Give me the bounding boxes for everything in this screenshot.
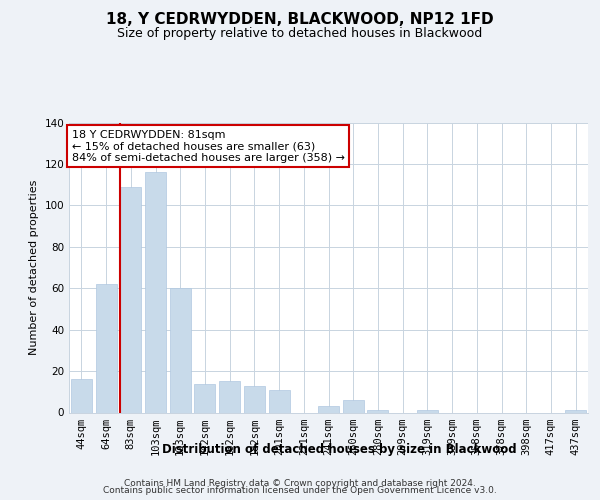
Text: Size of property relative to detached houses in Blackwood: Size of property relative to detached ho…	[118, 28, 482, 40]
Bar	[120, 186, 141, 412]
Bar	[367, 410, 388, 412]
Bar	[318, 406, 339, 412]
Bar	[71, 380, 92, 412]
Bar	[565, 410, 586, 412]
Bar	[219, 382, 240, 412]
Bar	[170, 288, 191, 412]
Text: Contains HM Land Registry data © Crown copyright and database right 2024.: Contains HM Land Registry data © Crown c…	[124, 478, 476, 488]
Text: Distribution of detached houses by size in Blackwood: Distribution of detached houses by size …	[161, 444, 517, 456]
Bar	[343, 400, 364, 412]
Bar	[95, 284, 116, 412]
Text: Contains public sector information licensed under the Open Government Licence v3: Contains public sector information licen…	[103, 486, 497, 495]
Bar	[145, 172, 166, 412]
Bar	[194, 384, 215, 412]
Bar	[417, 410, 438, 412]
Text: 18 Y CEDRWYDDEN: 81sqm
← 15% of detached houses are smaller (63)
84% of semi-det: 18 Y CEDRWYDDEN: 81sqm ← 15% of detached…	[71, 130, 344, 163]
Bar	[269, 390, 290, 412]
Y-axis label: Number of detached properties: Number of detached properties	[29, 180, 39, 355]
Bar	[244, 386, 265, 412]
Text: 18, Y CEDRWYDDEN, BLACKWOOD, NP12 1FD: 18, Y CEDRWYDDEN, BLACKWOOD, NP12 1FD	[106, 12, 494, 28]
